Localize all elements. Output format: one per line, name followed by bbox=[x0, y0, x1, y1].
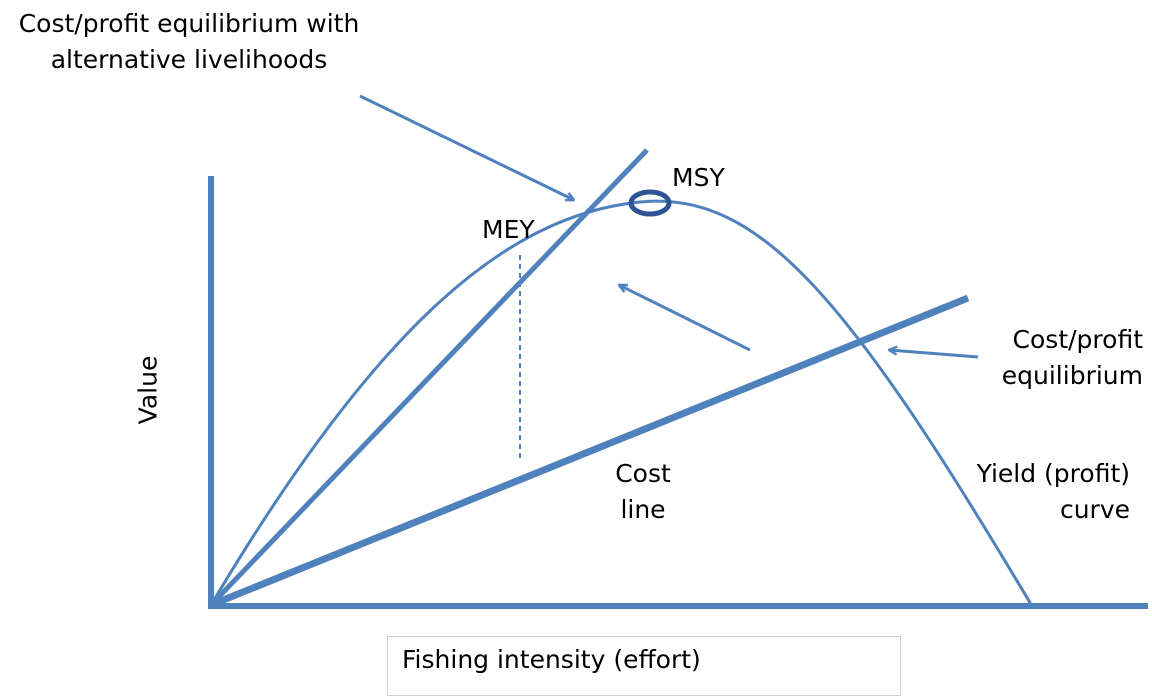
alt-equilibrium-label: Cost/profit equilibrium with alternative… bbox=[0, 6, 378, 78]
mey-label: MEY bbox=[482, 215, 535, 244]
cost-line-label-line2: line bbox=[620, 495, 666, 524]
equilibrium-label-line1: Cost/profit bbox=[1012, 325, 1143, 354]
equilibrium-label: Cost/profit equilibrium bbox=[968, 322, 1143, 394]
shift-arrow bbox=[619, 283, 751, 352]
cost-line-label-line1: Cost bbox=[615, 459, 671, 488]
yield-curve-label-line2: curve bbox=[1059, 495, 1130, 524]
alt-cost-line bbox=[209, 148, 649, 607]
cost-line bbox=[209, 294, 970, 609]
cost-line-label: Cost line bbox=[598, 456, 688, 528]
alt-equilibrium-arrow bbox=[359, 94, 574, 200]
y-axis-label: Value bbox=[133, 355, 163, 425]
x-axis-label: Fishing intensity (effort) bbox=[402, 645, 701, 674]
alt-equilibrium-label-line1: Cost/profit equilibrium with bbox=[18, 9, 360, 38]
yield-curve-label-line1: Yield (profit) bbox=[976, 459, 1130, 488]
yield-curve-label: Yield (profit) curve bbox=[960, 456, 1130, 528]
equilibrium-arrow bbox=[889, 350, 979, 359]
x-axis-label-box: Fishing intensity (effort) bbox=[387, 636, 901, 696]
equilibrium-label-line2: equilibrium bbox=[1001, 361, 1143, 390]
alt-equilibrium-label-line2: alternative livelihoods bbox=[50, 45, 328, 74]
yield-effort-diagram bbox=[208, 94, 1148, 609]
yield-curve bbox=[209, 199, 1034, 607]
msy-label: MSY bbox=[672, 163, 725, 192]
msy-marker bbox=[628, 189, 672, 217]
